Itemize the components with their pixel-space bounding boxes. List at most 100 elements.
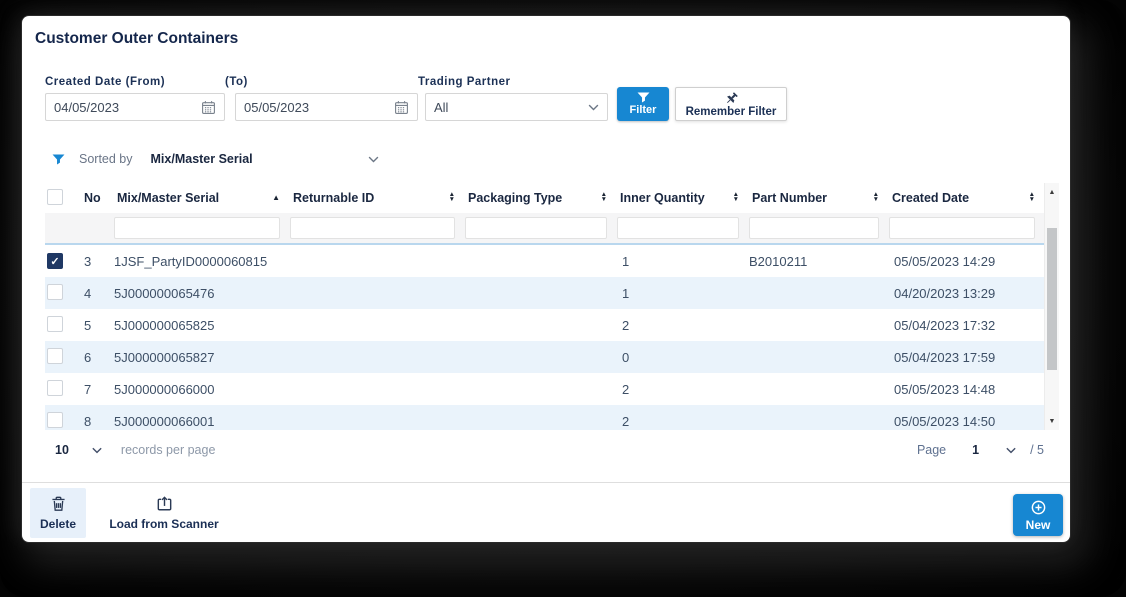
part-number-filter-input[interactable]	[749, 217, 879, 239]
sorted-by-select[interactable]: Mix/Master Serial	[151, 152, 379, 166]
sort-icon[interactable]: ▲ ▼	[448, 191, 455, 203]
column-header-mix-master-serial[interactable]: Mix/Master Serial ▲	[114, 183, 290, 213]
pagination-bar: 10 records per page Page 1 / 5	[55, 430, 1044, 470]
row-checkbox[interactable]	[47, 379, 63, 396]
cell-no: 5	[84, 317, 92, 333]
cell-returnable-id	[290, 244, 465, 277]
new-button-label: New	[1025, 517, 1051, 532]
calendar-icon[interactable]	[394, 100, 409, 115]
row-checkbox[interactable]	[47, 411, 63, 428]
created-date-from-label: Created Date (From)	[45, 76, 166, 88]
delete-button-label: Delete	[39, 517, 77, 531]
inner-quantity-filter-input[interactable]	[617, 217, 739, 239]
cell-created-date: 05/04/2023 17:59	[894, 349, 996, 365]
mix-master-serial-filter-input[interactable]	[114, 217, 280, 239]
scrollbar-thumb[interactable]	[1047, 228, 1057, 370]
cell-created-date: 05/04/2023 17:32	[894, 317, 996, 333]
chevron-down-icon[interactable]	[92, 447, 102, 454]
sort-icon[interactable]: ▲ ▼	[600, 191, 607, 203]
cell-created-date: 05/05/2023 14:29	[894, 253, 996, 269]
table-row[interactable]: 7 5J000000066000 2 05/05/2023 14:48	[45, 373, 1045, 405]
column-header-returnable-id[interactable]: Returnable ID ▲ ▼	[290, 183, 465, 213]
load-from-scanner-button[interactable]: Load from Scanner	[103, 488, 225, 538]
created-date-from-input[interactable]: 04/05/2023	[45, 93, 225, 121]
trading-partner-select[interactable]: All	[425, 93, 608, 121]
sort-icon[interactable]: ▲ ▼	[1028, 191, 1035, 203]
column-header-created-date[interactable]: Created Date ▲ ▼	[889, 183, 1045, 213]
funnel-icon	[637, 92, 650, 103]
scroll-down-arrow-icon[interactable]: ▼	[1048, 417, 1056, 425]
cell-no: 4	[84, 285, 92, 301]
chevron-down-icon	[588, 104, 599, 111]
created-date-from-value: 04/05/2023	[54, 99, 120, 115]
trading-partner-value: All	[434, 99, 449, 115]
records-per-page-value[interactable]: 10	[55, 443, 69, 457]
trading-partner-label: Trading Partner	[418, 76, 511, 88]
table-row[interactable]: 4 5J000000065476 1 04/20/2023 13:29	[45, 277, 1045, 309]
table-row[interactable]: ✓ 3 1JSF_PartyID0000060815 1 B2010211 05…	[45, 244, 1045, 277]
filter-bar: Created Date (From) 04/05/2023	[45, 76, 787, 121]
cell-mix-master-serial: 5J000000066001	[114, 413, 215, 429]
new-button[interactable]: New	[1013, 494, 1063, 536]
sort-icon[interactable]: ▲ ▼	[872, 191, 879, 203]
filter-button[interactable]: Filter	[617, 87, 669, 121]
scroll-up-arrow-icon[interactable]: ▲	[1048, 188, 1056, 196]
cell-created-date: 05/05/2023 14:50	[894, 413, 996, 429]
remember-filter-button[interactable]: Remember Filter	[675, 87, 787, 121]
current-page-value[interactable]: 1	[972, 443, 980, 457]
table-row[interactable]: 5 5J000000065825 2 05/04/2023 17:32	[45, 309, 1045, 341]
row-checkbox[interactable]	[47, 283, 63, 300]
row-checkbox[interactable]	[47, 347, 63, 364]
created-date-to-label: (To)	[225, 76, 248, 88]
delete-button[interactable]: Delete	[30, 488, 86, 538]
column-header-inner-quantity[interactable]: Inner Quantity ▲ ▼	[617, 183, 749, 213]
cell-returnable-id	[290, 405, 465, 430]
column-header-no[interactable]: No	[81, 183, 114, 213]
pin-icon	[724, 91, 739, 106]
table-header-row: No Mix/Master Serial ▲ Returnable ID ▲ ▼ …	[45, 183, 1045, 213]
cell-part-number	[749, 277, 889, 309]
cell-no: 8	[84, 413, 92, 429]
sorted-by-label: Sorted by	[79, 152, 133, 166]
calendar-icon[interactable]	[201, 100, 216, 115]
column-header-part-number[interactable]: Part Number ▲ ▼	[749, 183, 889, 213]
sort-ascending-icon[interactable]: ▲	[272, 193, 280, 202]
table-row[interactable]: 8 5J000000066001 2 05/05/2023 14:50	[45, 405, 1045, 430]
chevron-down-icon	[368, 156, 379, 163]
created-date-to-input[interactable]: 05/05/2023	[235, 93, 418, 121]
cell-no: 6	[84, 349, 92, 365]
cell-mix-master-serial: 5J000000065825	[114, 317, 215, 333]
page-label: Page	[916, 443, 947, 457]
row-checkbox[interactable]	[47, 315, 63, 332]
cell-packaging-type	[465, 373, 617, 405]
cell-packaging-type	[465, 405, 617, 430]
cell-part-number	[749, 309, 889, 341]
customer-outer-containers-panel: Customer Outer Containers Created Date (…	[22, 16, 1070, 542]
cell-packaging-type	[465, 277, 617, 309]
cell-created-date: 04/20/2023 13:29	[894, 285, 996, 301]
table-row[interactable]: 6 5J000000065827 0 05/04/2023 17:59	[45, 341, 1045, 373]
row-checkbox[interactable]: ✓	[47, 253, 63, 270]
created-date-to-value: 05/05/2023	[244, 99, 310, 115]
cell-packaging-type	[465, 244, 617, 277]
select-all-checkbox[interactable]	[47, 188, 63, 205]
sort-icon[interactable]: ▲ ▼	[732, 191, 739, 203]
cell-mix-master-serial: 5J000000065476	[114, 285, 215, 301]
cell-returnable-id	[290, 373, 465, 405]
chevron-down-icon[interactable]	[1006, 447, 1016, 454]
trash-icon	[49, 495, 68, 514]
column-filter-row	[45, 213, 1045, 245]
vertical-scrollbar[interactable]: ▲ ▼	[1044, 183, 1059, 430]
filter-button-label: Filter	[629, 104, 657, 116]
page-selector: Page 1 / 5	[917, 443, 1044, 457]
cell-part-number: B2010211	[749, 253, 808, 269]
created-date-filter-input[interactable]	[889, 217, 1035, 239]
cell-mix-master-serial: 1JSF_PartyID0000060815	[114, 253, 268, 269]
cell-mix-master-serial: 5J000000065827	[114, 349, 215, 365]
column-header-packaging-type[interactable]: Packaging Type ▲ ▼	[465, 183, 617, 213]
packaging-type-filter-input[interactable]	[465, 217, 607, 239]
cell-no: 3	[84, 253, 92, 269]
returnable-id-filter-input[interactable]	[290, 217, 455, 239]
total-pages-label: / 5	[1030, 443, 1044, 457]
